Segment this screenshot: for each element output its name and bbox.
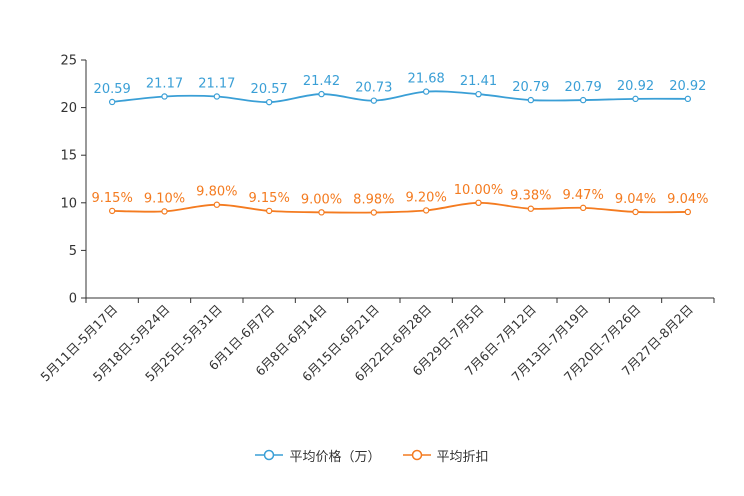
data-label: 9.04% (667, 192, 708, 207)
data-label: 20.79 (565, 80, 602, 95)
data-label: 9.04% (615, 192, 656, 207)
data-label: 20.79 (512, 80, 549, 95)
legend-item-discount[interactable]: 平均折扣 (402, 446, 489, 465)
data-label: 20.92 (669, 79, 706, 94)
y-tick-label: 25 (60, 54, 77, 69)
data-point (370, 209, 378, 216)
data-label: 10.00% (454, 183, 504, 198)
data-point (161, 208, 168, 215)
data-label: 20.92 (617, 79, 654, 94)
y-tick-label: 5 (69, 244, 77, 259)
data-point (422, 207, 430, 214)
data-label: 21.42 (303, 74, 340, 89)
data-point (527, 205, 535, 212)
data-point (108, 207, 116, 215)
data-point (265, 98, 273, 106)
data-label: 9.15% (249, 191, 290, 206)
data-point (632, 208, 639, 216)
data-label: 20.59 (94, 82, 131, 97)
data-label: 9.10% (144, 191, 185, 206)
data-label: 9.80% (196, 185, 237, 200)
legend-price-label: 平均价格（万） (289, 449, 381, 465)
data-label: 21.17 (146, 76, 183, 91)
data-label: 9.20% (406, 190, 447, 205)
y-tick-label: 0 (69, 292, 77, 307)
data-label: 9.00% (301, 192, 342, 207)
data-point (527, 96, 535, 104)
chart-legend: 平均价格（万） 平均折扣 (0, 444, 744, 466)
data-point (318, 209, 325, 216)
data-label: 9.15% (92, 191, 133, 206)
y-tick-label: 20 (60, 101, 77, 116)
chart-series: 20.59 21.17 21.17 20.57 21.42 20.73 21.68 21.41… (92, 72, 708, 216)
data-point (108, 98, 116, 106)
data-label: 21.17 (198, 76, 235, 91)
data-point (684, 208, 692, 216)
data-label: 9.47% (563, 188, 604, 203)
legend-item-price[interactable]: 平均价格（万） (255, 446, 381, 465)
legend-discount-label: 平均折扣 (436, 449, 489, 465)
data-point (475, 199, 482, 206)
data-point (213, 93, 221, 100)
data-label: 8.98% (353, 193, 394, 208)
legend-price-marker-icon (255, 449, 284, 461)
y-tick-label: 15 (60, 149, 77, 164)
data-point (632, 95, 639, 103)
y-tick-label: 10 (60, 196, 77, 211)
data-point (579, 204, 587, 212)
data-label: 20.57 (251, 82, 288, 97)
data-point (213, 201, 221, 208)
series-price: 20.59 21.17 21.17 20.57 21.42 20.73 21.68 21.41… (94, 72, 706, 106)
data-point (422, 88, 430, 95)
data-label: 21.68 (408, 72, 445, 87)
series-line (112, 201, 688, 214)
data-label: 20.73 (355, 81, 392, 96)
data-point (475, 90, 482, 98)
series-line (112, 90, 688, 104)
data-point (265, 207, 273, 215)
series-discount: 9.15% 9.10% 9.80% 9.15% 9.00% 8.98% 9.20% 10.00… (92, 183, 708, 216)
data-point (161, 93, 168, 100)
data-point (370, 97, 378, 104)
legend-discount-marker-icon (402, 449, 431, 461)
data-point (318, 90, 325, 98)
data-label: 21.41 (460, 74, 497, 89)
data-point (579, 96, 587, 104)
data-point (684, 95, 692, 103)
data-label: 9.38% (510, 189, 551, 204)
